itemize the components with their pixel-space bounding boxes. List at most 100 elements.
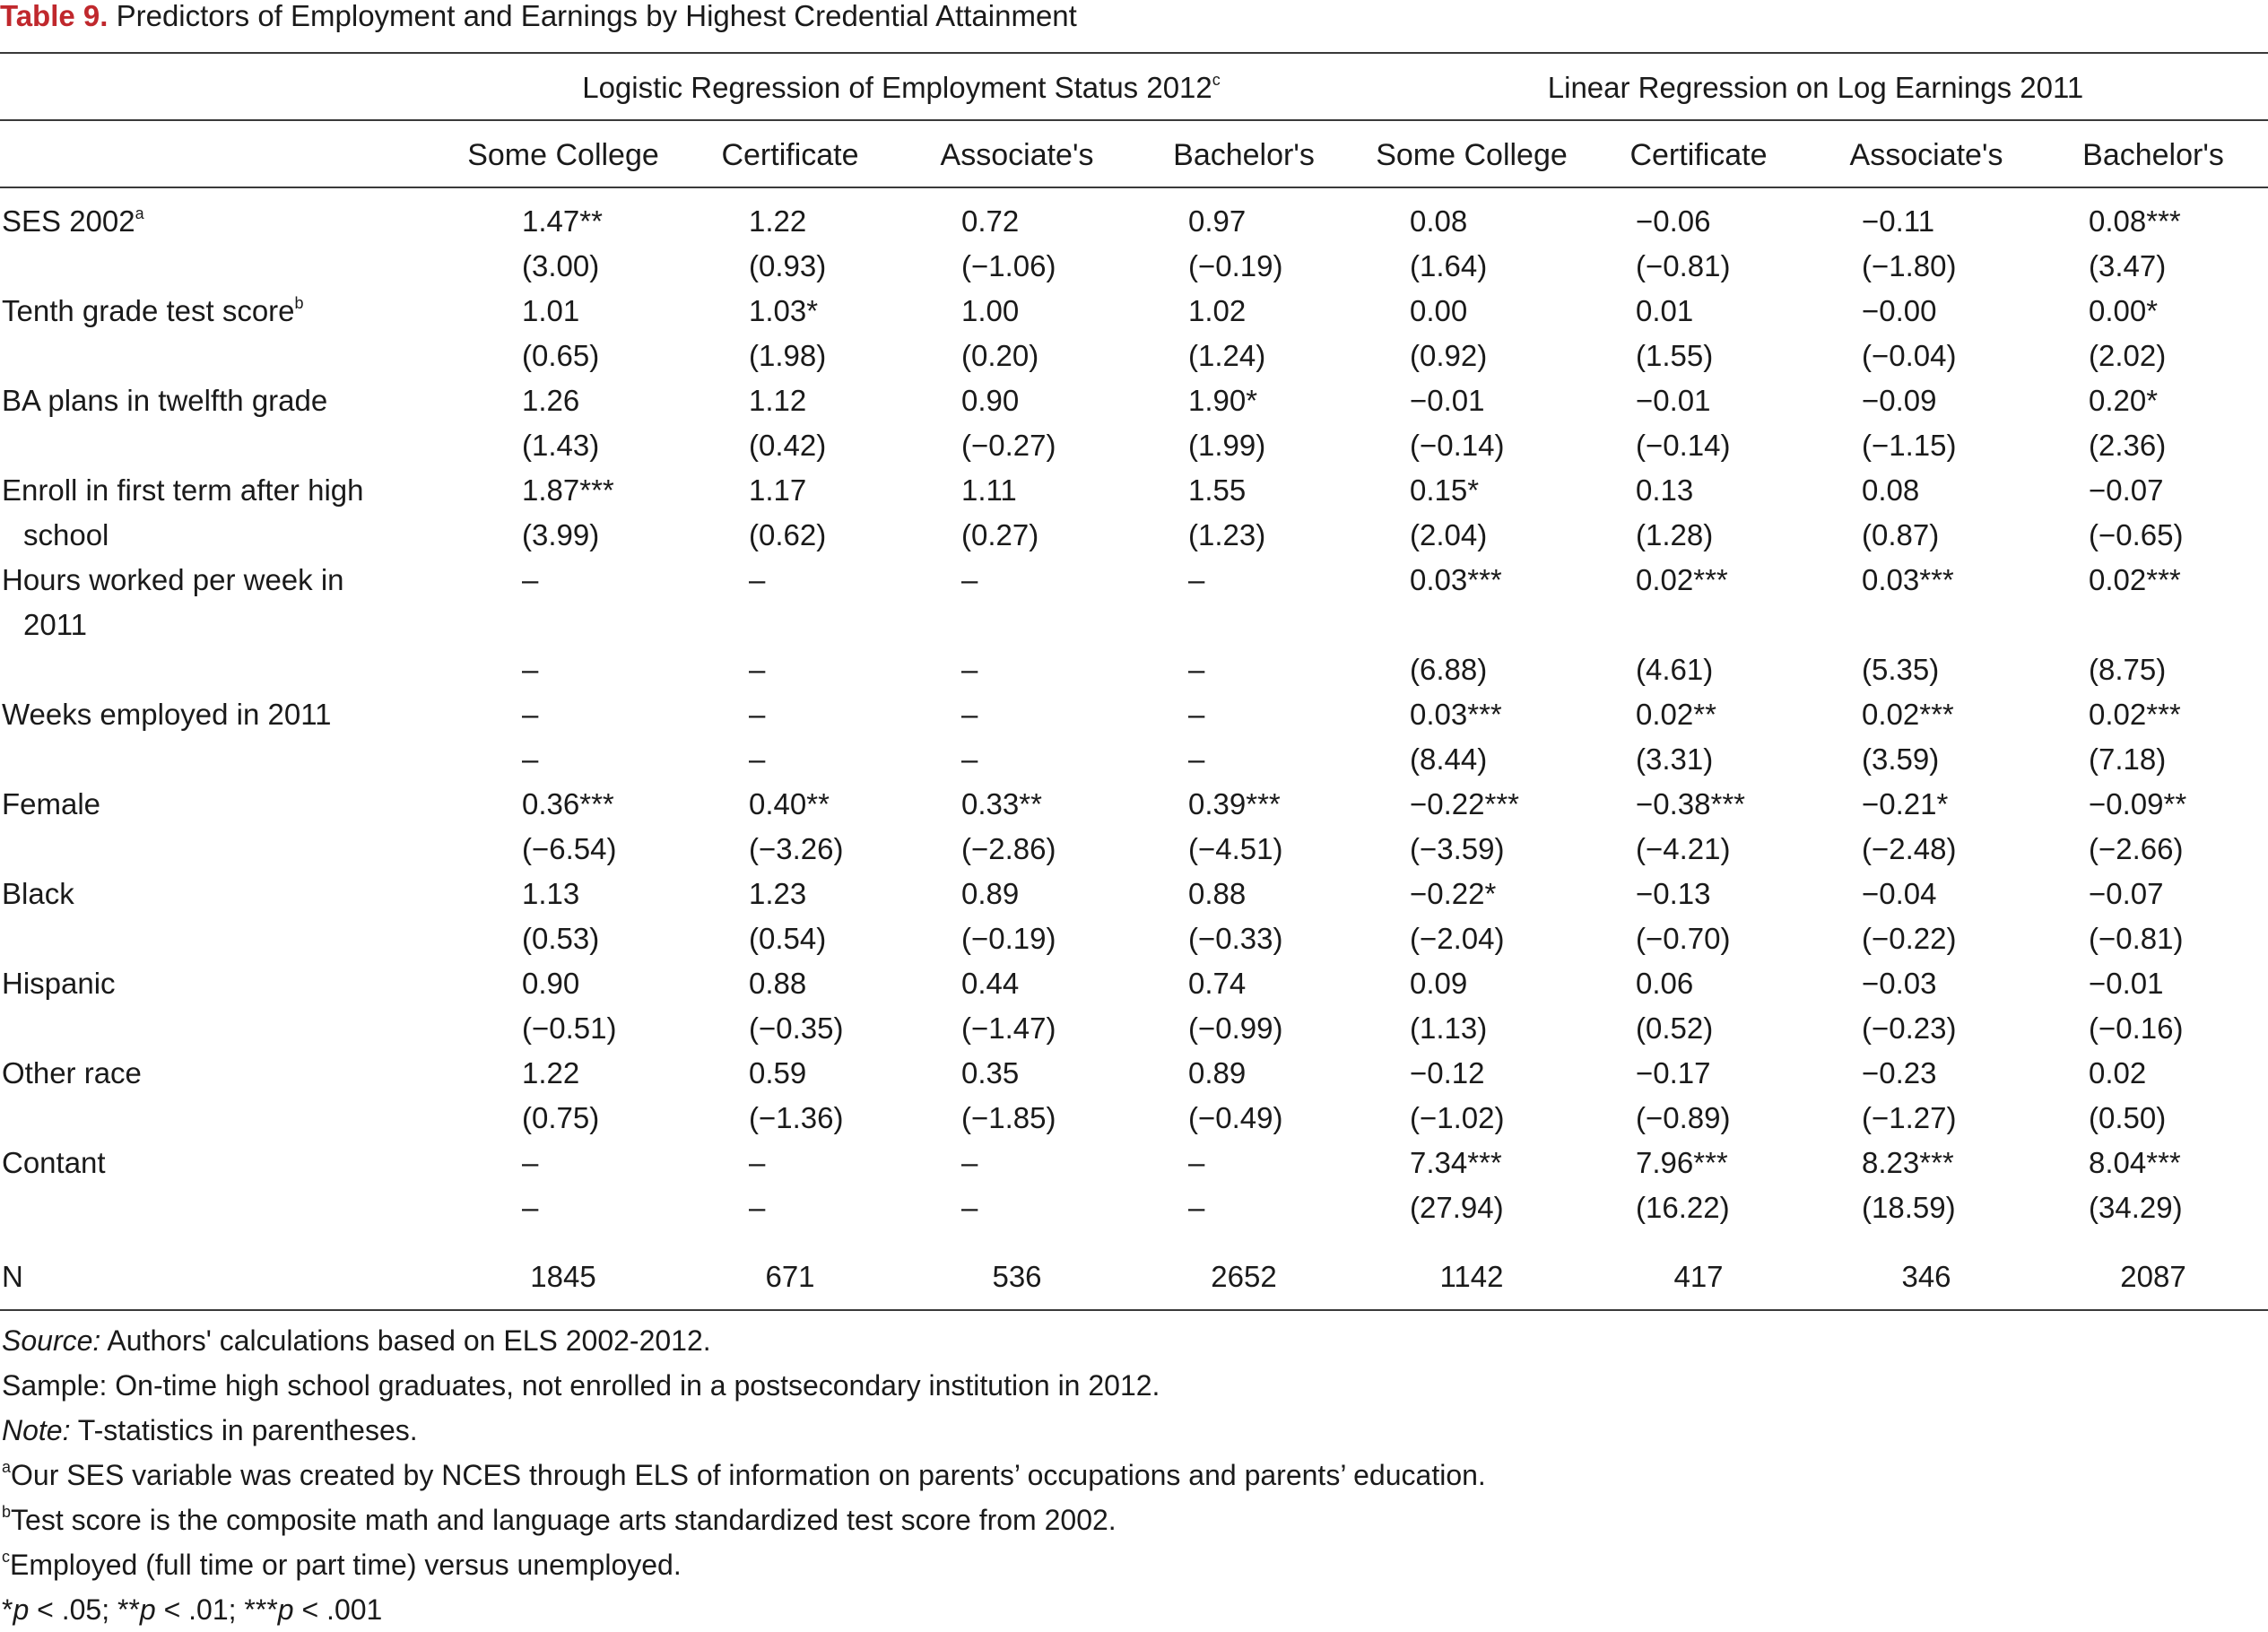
table-cell: (−0.70): [1636, 922, 1731, 955]
table-cell: −0.17: [1636, 1056, 1711, 1089]
table-cell: (1.23): [1188, 518, 1266, 551]
table-cell: (−4.51): [1188, 832, 1283, 865]
table-cell: (−0.16): [2089, 1011, 2184, 1045]
table-cell: (0.20): [961, 339, 1039, 372]
table-cell: (−1.06): [961, 249, 1056, 282]
table-cell: –: [1188, 698, 1205, 731]
table-row: (−6.54) (−3.26) (−2.86) (−4.51) (−3.59) (−4.2…: [0, 827, 2268, 872]
table-cell: 0.40**: [749, 787, 830, 820]
table-cell: (−4.21): [1636, 832, 1731, 865]
table-cell: 0.02***: [2089, 698, 2181, 731]
footnote-note-lead: Note:: [2, 1414, 71, 1446]
table-cell: 0.97: [1188, 204, 1247, 238]
table-cell: (3.59): [1862, 742, 1940, 776]
table-cell: 0.03***: [1862, 563, 1954, 596]
table-cell: (1.43): [522, 429, 600, 462]
footnote-source-text: Authors' calculations based on ELS 2002-…: [100, 1324, 711, 1357]
table-cell: –: [961, 742, 978, 776]
table-cell: –: [749, 742, 766, 776]
table-cell: 1.23: [749, 877, 807, 910]
table-cell: −0.07: [2089, 877, 2164, 910]
table-cell: (3.99): [522, 518, 600, 551]
group-header-logistic-sup: c: [1212, 71, 1221, 89]
table-cell: (5.35): [1862, 653, 1940, 686]
table-cell: (−0.04): [1862, 339, 1957, 372]
table-cell: 536: [992, 1260, 1042, 1293]
table-cell: −0.21*: [1862, 787, 1949, 820]
table-row: (1.43) (0.42) (−0.27) (1.99) (−0.14) (−0.14) (…: [0, 423, 2268, 468]
group-rule: [0, 119, 2268, 121]
table-cell: [1862, 603, 2041, 647]
row-label: BA plans in twelfth grade: [2, 378, 327, 423]
column-header: Associate's: [1849, 138, 2003, 172]
row-label-text: N: [2, 1260, 23, 1293]
table-cell: 0.39***: [1188, 787, 1281, 820]
table-cell: 8.23***: [1862, 1146, 1954, 1179]
table-cell: 0.89: [1188, 1056, 1247, 1089]
table-row: (0.65) (1.98) (0.20) (1.24) (0.92) (1.55) (−0.…: [0, 334, 2268, 378]
table-cell: (−0.27): [961, 429, 1056, 462]
table-cell: (−0.49): [1188, 1101, 1283, 1134]
table-cell: −0.22*: [1410, 877, 1497, 910]
table-cell: [749, 603, 928, 647]
table-cell: 0.09: [1410, 967, 1468, 1000]
table-cell: 0.01: [1636, 294, 1694, 327]
table-cell: −0.04: [1862, 877, 1937, 910]
table-cell: (2.02): [2089, 339, 2167, 372]
table-cell: (18.59): [1862, 1191, 1956, 1224]
table-cell: (0.53): [522, 922, 600, 955]
header-rule: [0, 187, 2268, 188]
table-cell: 1.22: [522, 1056, 580, 1089]
row-label-text: Hours worked per week in: [2, 563, 344, 596]
table-row: (0.53) (0.54) (−0.19) (−0.33) (−2.04) (−0.70)…: [0, 916, 2268, 961]
table-cell: 1.12: [749, 384, 807, 417]
table-cell: [522, 603, 701, 647]
table-cell: 0.88: [1188, 877, 1247, 910]
table-cell: 0.90: [522, 967, 580, 1000]
table-cell: 0.02***: [2089, 563, 2181, 596]
table-cell: –: [961, 698, 978, 731]
table-cell: 346: [1901, 1260, 1951, 1293]
table-row: – – – – (27.94) (16.22) (18.59) (34.29): [0, 1185, 2268, 1230]
table-cell: (−0.81): [1636, 249, 1731, 282]
footnote-c-text: Employed (full time or part time) versus…: [10, 1549, 682, 1581]
table-cell: −0.12: [1410, 1056, 1485, 1089]
footnote-a-mark: a: [2, 1458, 12, 1476]
table-cell: 1142: [1439, 1260, 1504, 1293]
table-row: (0.75) (−1.36) (−1.85) (−0.49) (−1.02) (−0.89…: [0, 1096, 2268, 1141]
table-cell: (−1.36): [749, 1101, 844, 1134]
table-cell: 1.26: [522, 384, 580, 417]
row-label-text: school: [23, 518, 109, 551]
table-cell: (−1.27): [1862, 1101, 1957, 1134]
column-header: Some College: [1376, 138, 1568, 172]
table-cell: 0.33**: [961, 787, 1042, 820]
table-cell: (−0.14): [1636, 429, 1731, 462]
row-label-text: Black: [2, 877, 74, 910]
table-cell: –: [961, 1146, 978, 1179]
table-cell: 1.90*: [1188, 384, 1258, 417]
footnote-c: cEmployed (full time or part time) versu…: [2, 1542, 1486, 1587]
table-cell: (−0.19): [1188, 249, 1283, 282]
table-cell: (−0.33): [1188, 922, 1283, 955]
table-cell: (16.22): [1636, 1191, 1730, 1224]
footnote-source: Source: Authors' calculations based on E…: [2, 1318, 1486, 1363]
table-cell: 1.01: [522, 294, 580, 327]
table-cell: 0.15*: [1410, 473, 1480, 507]
top-rule: [0, 52, 2268, 54]
table-cell: 0.13: [1636, 473, 1694, 507]
table-cell: 0.20*: [2089, 384, 2159, 417]
table-cell: 0.03***: [1410, 563, 1502, 596]
table-cell: 0.06: [1636, 967, 1694, 1000]
row-label-text: 2011: [23, 608, 87, 641]
table-cell: −0.01: [1636, 384, 1711, 417]
row-label: Contant: [2, 1141, 106, 1185]
row-label-text: Weeks employed in 2011: [2, 698, 332, 731]
row-label: Enroll in first term after high: [2, 468, 363, 513]
footnote-sample: Sample: On-time high school graduates, n…: [2, 1369, 1160, 1402]
table-cell: 8.04***: [2089, 1146, 2181, 1179]
table-row: – – – – (8.44) (3.31) (3.59) (7.18): [0, 737, 2268, 782]
table-cell: (1.24): [1188, 339, 1266, 372]
table-cell: (−0.35): [749, 1011, 844, 1045]
table-cell: (0.54): [749, 922, 827, 955]
